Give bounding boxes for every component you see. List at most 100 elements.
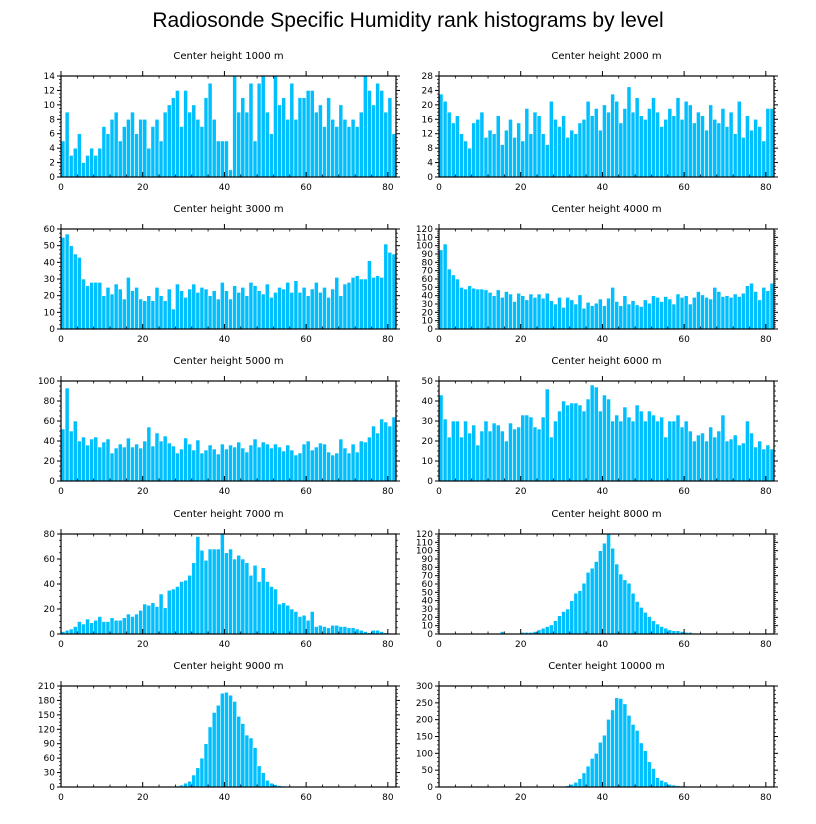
- histogram-bar: [630, 111, 636, 178]
- histogram-bar: [516, 292, 522, 330]
- y-tick-label: 0: [427, 325, 433, 335]
- histogram-panel-3: Center height 3000 m 0 20 40 60 80 0 10 20 30 40 50…: [44, 204, 400, 345]
- histogram-bar: [557, 410, 562, 482]
- histogram-bar: [630, 592, 636, 635]
- histogram-bar: [675, 97, 681, 178]
- histogram-bar: [297, 97, 303, 178]
- histogram-bar: [244, 562, 250, 635]
- y-tick-label: 0: [49, 173, 55, 183]
- histogram-bar: [704, 440, 709, 482]
- histogram-bar: [769, 108, 775, 178]
- histogram-bar: [647, 108, 652, 178]
- histogram-bar: [455, 115, 460, 178]
- histogram-bar: [150, 445, 156, 482]
- histogram-bar: [117, 443, 123, 482]
- y-tick-label: 60: [422, 580, 434, 590]
- histogram-bar: [569, 129, 575, 178]
- x-tick-label: 0: [436, 183, 442, 193]
- x-tick-label: 80: [382, 183, 394, 193]
- histogram-bar: [158, 593, 164, 635]
- histogram-bar: [338, 626, 344, 635]
- histogram-bar: [113, 111, 119, 178]
- histogram-bar: [293, 118, 299, 178]
- histogram-bar: [524, 299, 530, 330]
- y-tick-label: 30: [44, 275, 56, 285]
- histogram-bar: [479, 111, 485, 178]
- histogram-bar: [581, 118, 587, 178]
- y-tick-label: 0: [427, 477, 433, 487]
- histogram-bar: [651, 97, 656, 178]
- histogram-bar: [301, 97, 307, 178]
- histogram-bar: [455, 278, 460, 330]
- histogram-bar: [305, 619, 311, 635]
- y-tick-label: 100: [416, 242, 433, 252]
- histogram-bar: [269, 447, 274, 482]
- histogram-bar: [589, 758, 595, 788]
- histogram-bar: [105, 287, 111, 330]
- histogram-bar: [117, 619, 123, 635]
- histogram-bar: [150, 126, 156, 178]
- x-tick-label: 80: [382, 335, 394, 345]
- histogram-bar: [724, 126, 730, 178]
- histogram-bar: [475, 288, 481, 330]
- histogram-bar: [663, 296, 669, 330]
- panel-title: Center height 8000 m: [551, 509, 661, 520]
- histogram-bar: [561, 307, 566, 330]
- histogram-bar: [508, 118, 513, 178]
- histogram-bar: [101, 441, 107, 482]
- histogram-bar: [606, 719, 611, 788]
- histogram-bar: [667, 629, 673, 635]
- histogram-bar: [68, 430, 74, 482]
- histogram-bar: [342, 283, 348, 330]
- histogram-bar: [741, 292, 746, 330]
- histogram-bar: [93, 155, 99, 178]
- x-tick-label: 60: [300, 793, 312, 803]
- histogram-panel-9: Center height 9000 m 0 20 40 60 80 0 30 60 90 120 1…: [38, 661, 400, 803]
- histogram-bar: [346, 452, 352, 482]
- histogram-bar: [224, 448, 229, 482]
- histogram-bar: [97, 147, 103, 178]
- histogram-bar: [195, 536, 201, 635]
- histogram-bar: [264, 779, 270, 788]
- histogram-bar: [293, 280, 299, 330]
- histogram-bar: [203, 559, 209, 635]
- histogram-bar: [769, 448, 775, 482]
- histogram-bar: [191, 283, 197, 330]
- histogram-bar: [598, 550, 603, 635]
- histogram-bar: [383, 421, 389, 482]
- histogram-bar: [610, 420, 615, 482]
- histogram-bar: [700, 432, 705, 482]
- histogram-bar: [244, 111, 250, 178]
- histogram-bar: [166, 442, 172, 482]
- histogram-bar: [442, 100, 448, 178]
- histogram-bar: [68, 245, 74, 330]
- x-tick-label: 40: [597, 335, 609, 345]
- panel-title: Center height 7000 m: [173, 509, 283, 520]
- histogram-bar: [736, 100, 742, 178]
- histogram-bar: [565, 137, 571, 178]
- histogram-bar: [651, 620, 656, 635]
- histogram-bar: [728, 111, 734, 178]
- histogram-bar: [724, 440, 730, 482]
- histogram-bar: [175, 283, 180, 330]
- histogram-bar: [248, 574, 254, 635]
- histogram-bar: [720, 296, 726, 330]
- histogram-bar: [573, 133, 579, 178]
- histogram-bar: [391, 133, 397, 178]
- histogram-bar: [528, 133, 534, 178]
- histogram-bar: [508, 293, 513, 330]
- histogram-bar: [634, 304, 640, 330]
- histogram-bar: [585, 398, 591, 482]
- histogram-bar: [387, 97, 393, 178]
- histogram-bar: [105, 133, 111, 178]
- histogram-bar: [573, 781, 579, 788]
- histogram-bar: [199, 287, 205, 330]
- histogram-bar: [769, 282, 775, 330]
- y-tick-label: 80: [422, 563, 434, 573]
- histogram-bar: [85, 618, 90, 635]
- x-tick-label: 80: [382, 640, 394, 650]
- histogram-bar: [93, 282, 99, 330]
- histogram-bar: [224, 691, 229, 788]
- y-tick-label: 4: [49, 144, 55, 154]
- histogram-bar: [207, 726, 213, 788]
